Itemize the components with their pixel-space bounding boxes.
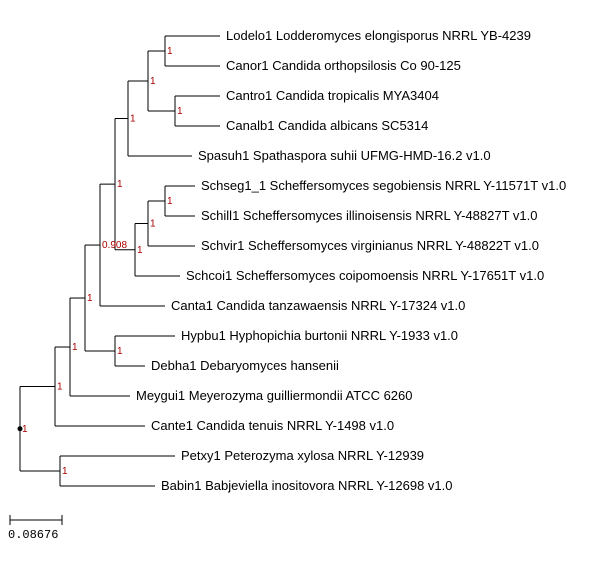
- tip-label: Meygui1 Meyerozyma guilliermondii ATCC 6…: [136, 388, 413, 403]
- tip-label: Cante1 Candida tenuis NRRL Y-1498 v1.0: [151, 418, 394, 433]
- support-value: 1: [62, 466, 68, 477]
- tip-label: Babin1 Babjeviella inositovora NRRL Y-12…: [161, 478, 452, 493]
- scale-bar-label: 0.08676: [8, 528, 58, 542]
- tip-label: Hypbu1 Hyphopichia burtonii NRRL Y-1933 …: [181, 328, 458, 343]
- tip-label: Schvir1 Scheffersomyces virginianus NRRL…: [201, 238, 539, 253]
- support-value: 1: [167, 196, 173, 207]
- tip-label: Spasuh1 Spathaspora suhii UFMG-HMD-16.2 …: [198, 148, 491, 163]
- support-value: 1: [117, 179, 123, 190]
- tip-label: Canor1 Candida orthopsilosis Co 90-125: [226, 58, 461, 73]
- support-value: 1: [57, 382, 63, 393]
- phylogenetic-tree: 1 1 1 1 1 1 1 1 0.908 1 1 1 1 1 1 Lodelo1 Lodderomyces …: [0, 0, 591, 566]
- support-value: 1: [130, 114, 136, 125]
- support-value: 1: [117, 346, 123, 357]
- support-value: 1: [177, 106, 183, 117]
- tip-label: Schcoi1 Scheffersomyces coipomoensis NRR…: [186, 268, 544, 283]
- tip-label: Lodelo1 Lodderomyces elongisporus NRRL Y…: [226, 28, 531, 43]
- tip-label: Schseg1_1 Scheffersomyces segobiensis NR…: [201, 178, 566, 193]
- tip-label: Debha1 Debaryomyces hansenii: [151, 358, 339, 373]
- support-value: 1: [87, 293, 93, 304]
- support-value: 1: [22, 424, 28, 435]
- support-value: 1: [167, 46, 173, 57]
- tip-label: Schill1 Scheffersomyces illinoisensis NR…: [201, 208, 537, 223]
- support-value: 1: [150, 76, 156, 87]
- tip-label: Petxy1 Peterozyma xylosa NRRL Y-12939: [181, 448, 424, 463]
- root-node: [18, 426, 23, 431]
- tip-label: Canalb1 Candida albicans SC5314: [226, 118, 428, 133]
- tip-label: Cantro1 Candida tropicalis MYA3404: [226, 88, 439, 103]
- support-value: 1: [150, 219, 156, 230]
- tip-label: Canta1 Candida tanzawaensis NRRL Y-17324…: [171, 298, 465, 313]
- support-value: 1: [137, 245, 143, 256]
- support-value: 1: [72, 342, 78, 353]
- support-value: 0.908: [102, 240, 127, 251]
